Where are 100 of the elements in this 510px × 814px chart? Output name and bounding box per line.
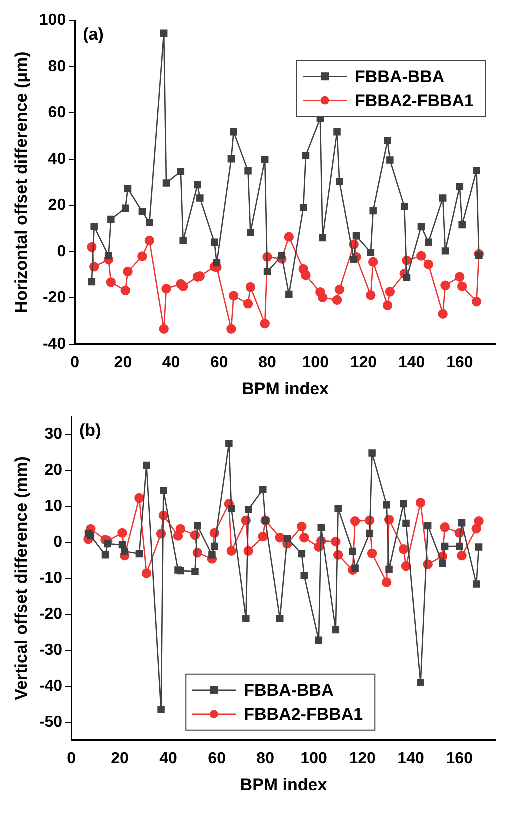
point xyxy=(228,291,239,301)
point xyxy=(144,236,155,246)
point xyxy=(368,450,376,457)
point xyxy=(416,251,426,261)
point xyxy=(276,615,284,622)
point xyxy=(194,522,202,530)
x-tick-label: 80 xyxy=(256,750,275,768)
point xyxy=(417,679,424,686)
point xyxy=(382,578,392,588)
point xyxy=(143,462,150,470)
point xyxy=(403,274,411,282)
point xyxy=(332,295,342,306)
x-tick-label: 20 xyxy=(114,354,132,372)
point xyxy=(104,540,112,548)
point xyxy=(284,534,292,542)
y-tick-label: 0 xyxy=(54,534,63,551)
point xyxy=(146,219,154,226)
point xyxy=(260,486,267,494)
point xyxy=(105,252,112,260)
point xyxy=(441,542,449,550)
point xyxy=(332,626,340,634)
point xyxy=(334,284,345,295)
point xyxy=(162,180,170,187)
y-tick-label: 60 xyxy=(48,104,66,122)
point xyxy=(159,324,169,334)
x-tick-label: 40 xyxy=(160,750,178,768)
point xyxy=(398,544,409,554)
point xyxy=(402,520,410,528)
point xyxy=(418,223,426,230)
annotation: (b) xyxy=(80,420,102,440)
point xyxy=(367,548,378,559)
point xyxy=(180,237,187,244)
point xyxy=(158,706,165,714)
point xyxy=(300,532,310,543)
point xyxy=(208,551,216,559)
x-tick-label: 160 xyxy=(446,354,474,372)
point xyxy=(120,286,130,296)
x-tick-label: 140 xyxy=(398,354,426,372)
point xyxy=(297,522,307,532)
point xyxy=(260,318,270,329)
y-tick-label: 20 xyxy=(44,462,63,479)
point xyxy=(176,524,186,534)
y-axis-title: Vertical offset difference (mm) xyxy=(12,456,31,700)
point xyxy=(194,181,202,189)
point xyxy=(178,282,188,292)
point xyxy=(226,546,236,556)
y-tick-label: -30 xyxy=(39,642,63,659)
annotation: (a) xyxy=(83,24,104,44)
point xyxy=(400,500,408,508)
point xyxy=(472,524,482,534)
point xyxy=(425,238,432,246)
point xyxy=(476,252,483,260)
x-axis-title: BPM index xyxy=(240,775,328,794)
point xyxy=(121,548,129,556)
point xyxy=(160,487,168,494)
point xyxy=(106,278,116,288)
point xyxy=(230,128,238,136)
point xyxy=(118,541,126,549)
point xyxy=(383,501,390,509)
x-tick-label: 20 xyxy=(111,750,130,768)
point xyxy=(244,168,252,175)
point xyxy=(261,156,269,164)
point xyxy=(177,168,185,176)
point xyxy=(440,280,450,291)
point xyxy=(384,137,392,144)
y-axis-title: Horizontal offset difference (μm) xyxy=(12,52,31,314)
x-tick-label: 40 xyxy=(162,354,180,372)
point xyxy=(366,290,376,300)
y-tick-label: 40 xyxy=(48,150,66,168)
x-axis-title: BPM index xyxy=(242,379,330,398)
point xyxy=(160,30,168,37)
point xyxy=(242,615,250,622)
legend-label: FBBA2-FBBA1 xyxy=(355,91,474,110)
y-tick-label: -10 xyxy=(39,570,63,587)
point xyxy=(319,234,326,242)
point xyxy=(475,544,483,551)
point xyxy=(275,532,285,543)
point xyxy=(284,232,294,242)
point xyxy=(278,252,286,260)
point xyxy=(382,300,393,310)
x-tick-label: 140 xyxy=(398,750,425,768)
point xyxy=(368,257,378,267)
point xyxy=(108,216,115,224)
point xyxy=(400,203,408,210)
x-tick-label: 0 xyxy=(70,354,80,372)
point xyxy=(386,566,393,574)
point xyxy=(228,156,236,163)
point xyxy=(456,183,464,190)
point xyxy=(334,128,341,136)
x-tick-label: 160 xyxy=(446,750,474,768)
point xyxy=(246,282,256,292)
y-tick-label: 20 xyxy=(48,197,66,214)
point xyxy=(474,516,484,526)
point xyxy=(366,530,374,538)
point xyxy=(298,550,306,558)
point xyxy=(258,532,268,542)
legend-label: FBBA-BBA xyxy=(244,681,334,700)
point xyxy=(162,284,172,294)
point xyxy=(138,208,146,216)
point xyxy=(438,309,448,319)
